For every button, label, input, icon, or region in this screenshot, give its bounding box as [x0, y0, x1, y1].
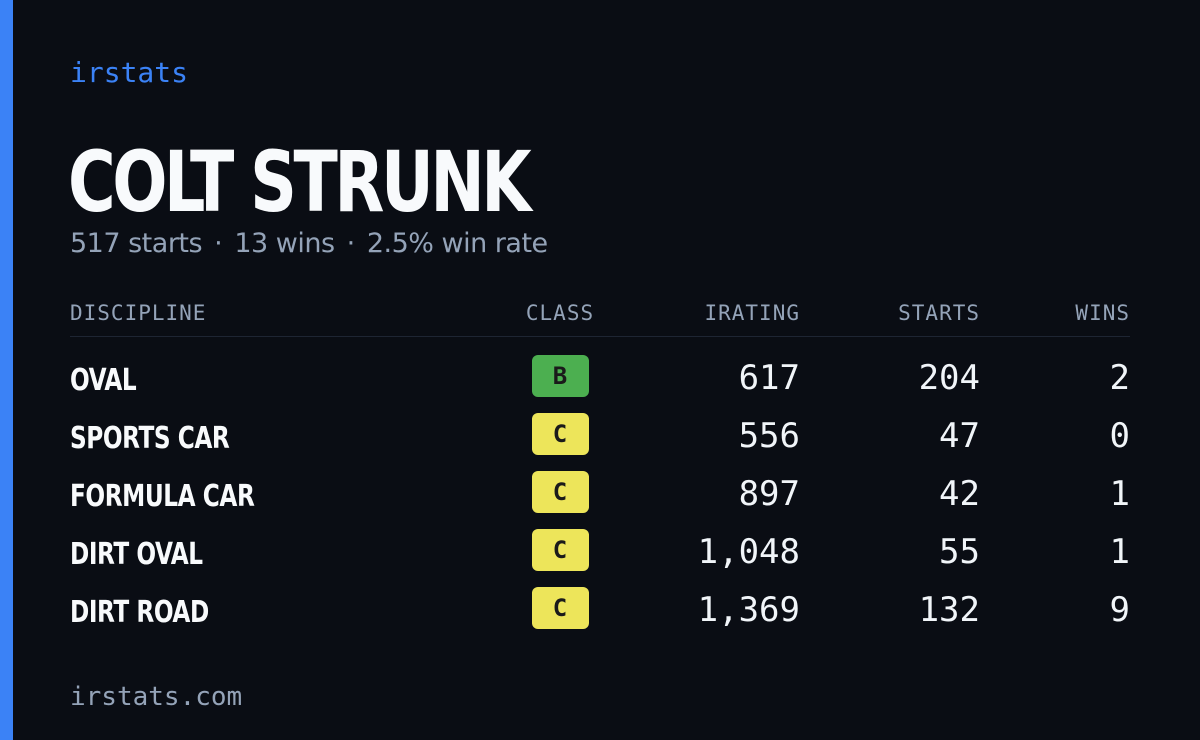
starts-value: 204 — [918, 358, 980, 398]
class-badge: C — [531, 471, 589, 513]
header-class: CLASS — [525, 301, 595, 325]
header-discipline: DISCIPLINE — [70, 301, 207, 325]
wins-value: 1 — [1109, 532, 1130, 572]
stats-table: DISCIPLINE CLASS IRATING STARTS WINS OVA… — [70, 294, 1130, 653]
wins-summary: 13 wins — [234, 228, 335, 259]
starts-value: 47 — [939, 416, 980, 456]
wins-value: 9 — [1109, 590, 1130, 630]
header-irating: IRATING — [704, 301, 800, 325]
header-wins: WINS — [1075, 301, 1130, 325]
class-cell: C — [510, 529, 610, 571]
irating-value: 1,369 — [697, 590, 800, 630]
brand-logo-text: irstats — [70, 56, 189, 89]
summary-separator: · — [214, 228, 223, 259]
class-badge: C — [531, 587, 589, 629]
discipline-name: DIRT ROAD — [70, 595, 209, 630]
wins-value: 0 — [1109, 416, 1130, 456]
wins-value: 2 — [1109, 358, 1130, 398]
starts-summary: 517 starts — [70, 228, 203, 259]
footer-url: irstats.com — [70, 682, 243, 712]
class-badge: C — [531, 413, 589, 455]
driver-name: COLT STRUNK — [68, 133, 532, 231]
class-cell: C — [510, 587, 610, 629]
summary-separator: · — [346, 228, 356, 259]
discipline-name: OVAL — [70, 363, 137, 398]
irating-value: 556 — [738, 416, 800, 456]
class-badge: B — [531, 355, 589, 397]
table-row: SPORTS CAR C 556 47 0 — [70, 411, 1130, 469]
wins-value: 1 — [1109, 474, 1130, 514]
irating-value: 617 — [738, 358, 800, 398]
class-cell: C — [510, 413, 610, 455]
table-row: DIRT ROAD C 1,369 132 9 — [70, 585, 1130, 643]
class-badge: C — [531, 529, 589, 571]
table-row: DIRT OVAL C 1,048 55 1 — [70, 527, 1130, 585]
starts-value: 132 — [918, 590, 980, 630]
table-row: OVAL B 617 204 2 — [70, 353, 1130, 411]
discipline-name: FORMULA CAR — [70, 479, 255, 514]
table-row: FORMULA CAR C 897 42 1 — [70, 469, 1130, 527]
starts-value: 42 — [939, 474, 980, 514]
table-header: DISCIPLINE CLASS IRATING STARTS WINS — [70, 294, 1130, 337]
discipline-name: DIRT OVAL — [70, 537, 203, 572]
class-cell: C — [510, 471, 610, 513]
accent-bar — [0, 0, 13, 740]
starts-value: 55 — [939, 532, 980, 572]
class-cell: B — [510, 355, 610, 397]
discipline-name: SPORTS CAR — [70, 421, 230, 456]
irating-value: 1,048 — [697, 532, 800, 572]
win-rate-summary: 2.5% win rate — [366, 228, 548, 259]
irating-value: 897 — [738, 474, 800, 514]
header-starts: STARTS — [898, 301, 980, 325]
table-body: OVAL B 617 204 2 SPORTS CAR C 556 47 0 F… — [70, 353, 1130, 653]
driver-summary: 517 starts · 13 wins · 2.5% win rate — [70, 226, 548, 262]
